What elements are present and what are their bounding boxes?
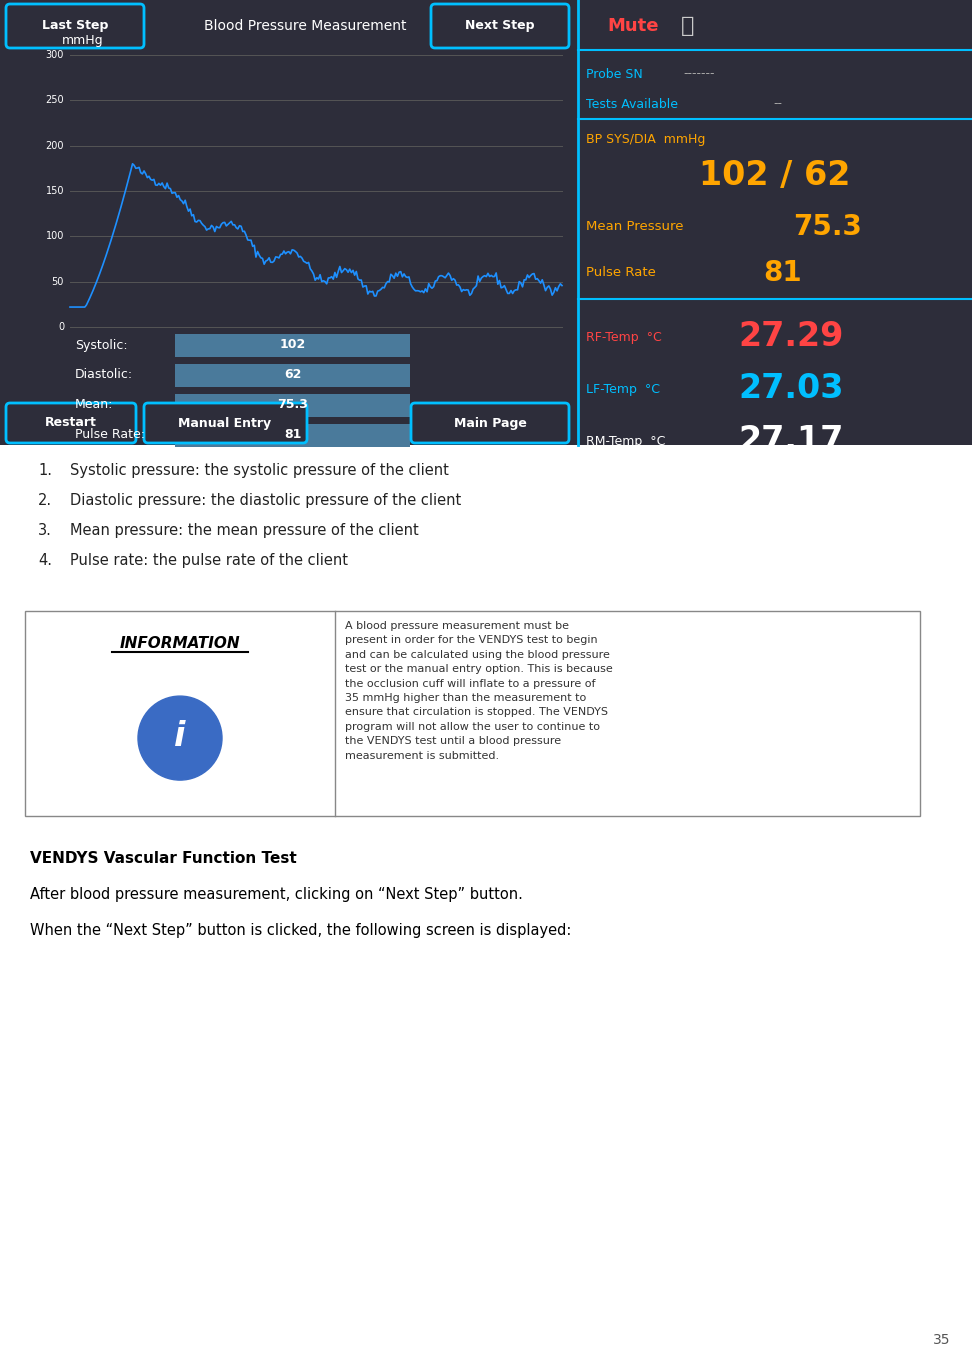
Bar [175, 334, 410, 357]
Text: 81: 81 [763, 260, 802, 287]
Bar [175, 394, 410, 417]
Text: Diastolic pressure: the diastolic pressure of the client: Diastolic pressure: the diastolic pressu… [70, 493, 462, 508]
Text: 2.: 2. [38, 493, 52, 508]
Text: 300: 300 [46, 50, 64, 60]
Text: 62: 62 [284, 368, 301, 382]
Text: 27.17: 27.17 [738, 424, 844, 458]
Text: 102 / 62: 102 / 62 [699, 159, 850, 192]
Text: 27.29: 27.29 [738, 321, 844, 353]
Bar [175, 364, 410, 387]
Text: A blood pressure measurement must be
present in order for the VENDYS test to beg: A blood pressure measurement must be pre… [345, 621, 612, 761]
Text: Main Page: Main Page [454, 416, 527, 429]
FancyBboxPatch shape [411, 404, 569, 443]
FancyBboxPatch shape [6, 4, 144, 48]
Text: Pulse Rate:: Pulse Rate: [75, 428, 145, 442]
Text: Mean Pressure: Mean Pressure [586, 220, 683, 234]
Text: Mean:: Mean: [75, 398, 114, 412]
Text: 1.: 1. [38, 463, 52, 478]
Text: 75.3: 75.3 [277, 398, 308, 412]
Text: LF-Temp  °C: LF-Temp °C [586, 382, 660, 395]
Text: 75.3: 75.3 [793, 213, 862, 241]
Text: 200: 200 [46, 141, 64, 151]
FancyBboxPatch shape [144, 404, 307, 443]
Text: Systolic pressure: the systolic pressure of the client: Systolic pressure: the systolic pressure… [70, 463, 449, 478]
Text: RF-Temp  °C: RF-Temp °C [586, 330, 662, 344]
Text: 102: 102 [279, 338, 305, 352]
Text: 150: 150 [46, 186, 64, 196]
FancyBboxPatch shape [431, 4, 569, 48]
Text: VENDYS Vascular Function Test: VENDYS Vascular Function Test [30, 851, 296, 866]
Text: Mute: Mute [608, 18, 659, 35]
Text: Diastolic:: Diastolic: [75, 368, 133, 382]
Text: Pulse Rate: Pulse Rate [586, 266, 656, 280]
Text: 4.: 4. [38, 553, 52, 568]
Text: Restart: Restart [45, 416, 97, 429]
Text: When the “Next Step” button is clicked, the following screen is displayed:: When the “Next Step” button is clicked, … [30, 923, 572, 938]
Text: Manual Entry: Manual Entry [179, 416, 271, 429]
Text: 27.03: 27.03 [738, 372, 844, 405]
Text: BP SYS/DIA  mmHg: BP SYS/DIA mmHg [586, 132, 706, 145]
Text: Pulse rate: the pulse rate of the client: Pulse rate: the pulse rate of the client [70, 553, 348, 568]
Text: 250: 250 [46, 95, 64, 106]
Text: Mean pressure: the mean pressure of the client: Mean pressure: the mean pressure of the … [70, 523, 419, 538]
Bar [25, 612, 920, 815]
Text: Next Step: Next Step [466, 19, 535, 33]
Text: Systolic:: Systolic: [75, 338, 127, 352]
Bar [175, 424, 410, 447]
Text: mmHg: mmHg [62, 34, 104, 48]
Text: -------: ------- [683, 68, 714, 80]
Text: 🔈: 🔈 [681, 16, 695, 35]
Text: 100: 100 [46, 231, 64, 242]
Text: 50: 50 [52, 277, 64, 287]
Bar [0, 0, 972, 444]
Text: Last Step: Last Step [42, 19, 108, 33]
Text: Tests Available: Tests Available [586, 98, 678, 110]
Text: 3.: 3. [38, 523, 52, 538]
Text: 81: 81 [284, 428, 301, 442]
Text: After blood pressure measurement, clicking on “Next Step” button.: After blood pressure measurement, clicki… [30, 887, 523, 902]
Circle shape [138, 696, 222, 780]
Text: Probe SN: Probe SN [586, 68, 642, 80]
FancyBboxPatch shape [6, 404, 136, 443]
Text: --: -- [773, 98, 782, 110]
Text: 0: 0 [58, 322, 64, 332]
Text: RM-Temp  °C: RM-Temp °C [586, 435, 666, 447]
Text: Blood Pressure Measurement: Blood Pressure Measurement [204, 19, 406, 33]
Text: INFORMATION: INFORMATION [120, 636, 240, 651]
Text: i: i [174, 720, 186, 753]
Text: 35: 35 [933, 1333, 951, 1347]
